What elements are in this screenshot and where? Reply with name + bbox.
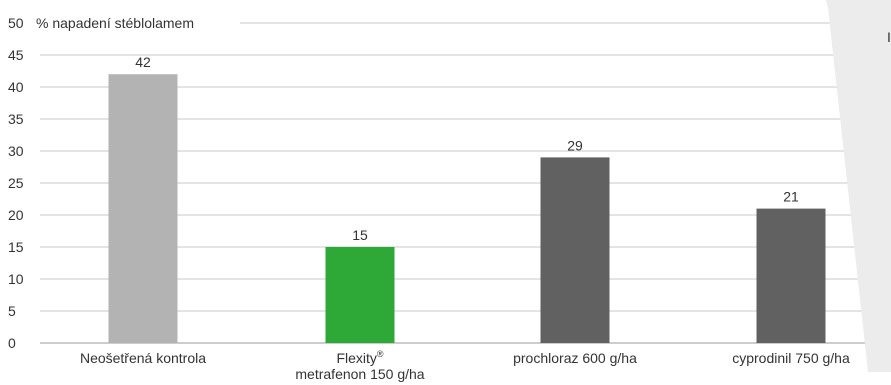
x-category-label: metrafenon 150 g/ha	[295, 366, 424, 382]
x-category-label: Neošetřená kontrola	[80, 350, 206, 366]
bar	[108, 74, 178, 343]
y-tick-label: 30	[8, 143, 24, 159]
data-label: 15	[352, 227, 368, 243]
y-tick-label: 15	[8, 239, 24, 255]
x-category-label: cyprodinil 750 g/ha	[732, 350, 850, 366]
bar-layer	[108, 74, 826, 343]
data-label: 29	[567, 137, 583, 153]
bar	[540, 157, 610, 343]
decorative-panel-shape	[826, 0, 891, 372]
y-tick-label: 40	[8, 79, 24, 95]
y-tick-label: 10	[8, 271, 24, 287]
x-category-label: prochloraz 600 g/ha	[513, 350, 637, 366]
y-tick-label: 35	[8, 111, 24, 127]
right-edge-label: I	[887, 29, 891, 45]
y-tick-label: 50	[8, 15, 24, 31]
grid-layer	[40, 22, 868, 344]
label-layer: 0 5 10 15 20 25 30 35 40 45 50 % napadení stéblolam…	[8, 15, 850, 382]
y-tick-label: 20	[8, 207, 24, 223]
chart-title: % napadení stéblolamem	[36, 15, 194, 31]
bar	[325, 247, 395, 343]
y-tick-label: 25	[8, 175, 24, 191]
data-label: 21	[783, 189, 799, 205]
x-category-label: Flexity®	[336, 349, 383, 366]
y-tick-label: 5	[8, 303, 16, 319]
y-tick-label: 45	[8, 47, 24, 63]
y-tick-label: 0	[8, 335, 16, 351]
data-label: 42	[135, 54, 151, 70]
bar	[756, 208, 826, 343]
